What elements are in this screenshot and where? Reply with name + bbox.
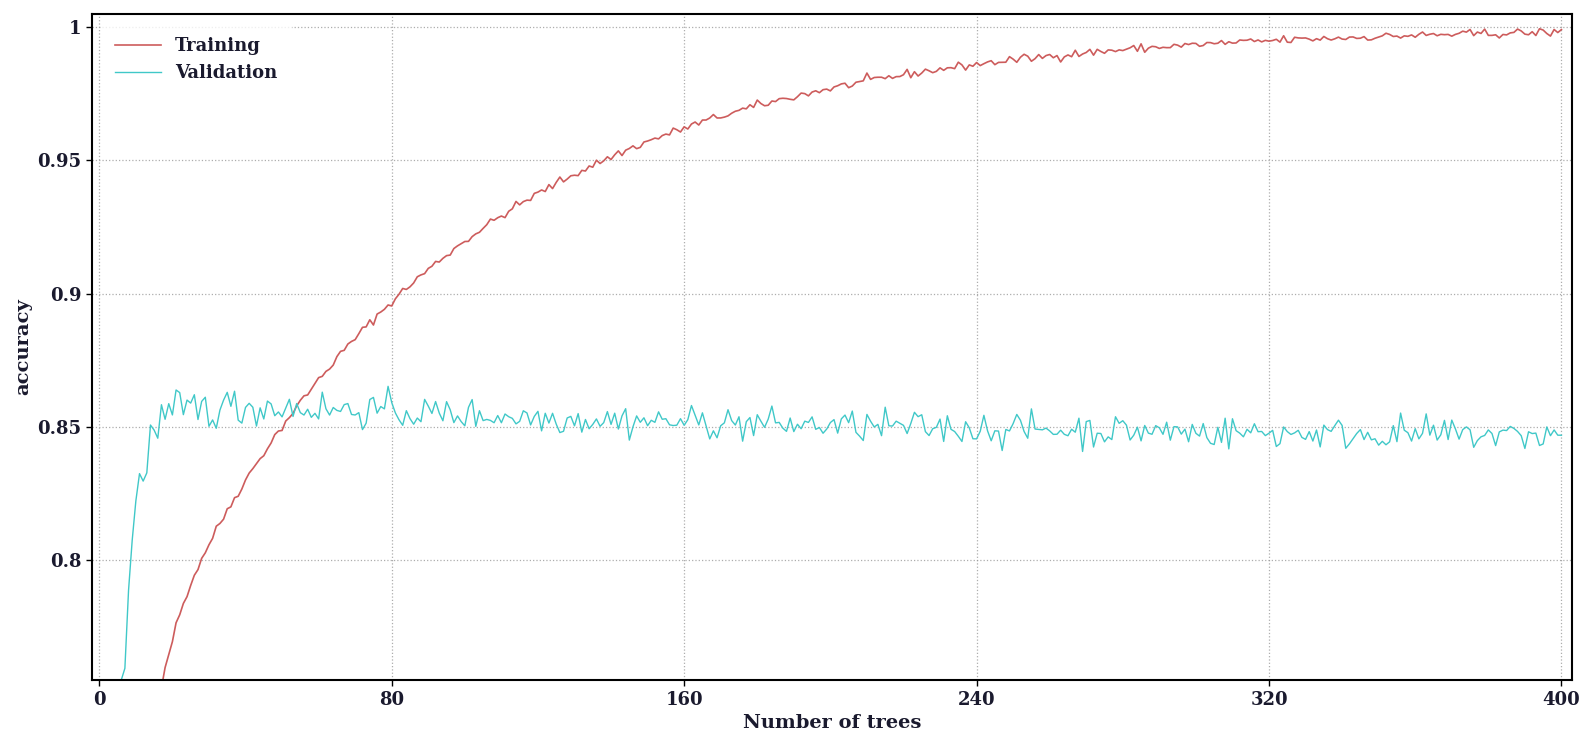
- Training: [1531, 25, 1550, 34]
- Validation: [1015, 427, 1034, 436]
- X-axis label: Number of trees: Number of trees: [744, 714, 921, 732]
- Training: [1146, 43, 1165, 51]
- Legend: Training, Validation: Training, Validation: [101, 23, 292, 97]
- Validation: [573, 427, 592, 436]
- Training: [268, 427, 287, 436]
- Y-axis label: accuracy: accuracy: [14, 298, 32, 395]
- Line: Validation: Validation: [104, 386, 1561, 680]
- Validation: [1551, 430, 1570, 439]
- Validation: [268, 407, 287, 416]
- Training: [568, 171, 587, 180]
- Validation: [675, 421, 694, 430]
- Validation: [378, 382, 397, 391]
- Training: [1551, 25, 1570, 34]
- Validation: [1149, 423, 1168, 432]
- Validation: [94, 676, 113, 685]
- Line: Training: Training: [104, 29, 1561, 746]
- Training: [1010, 53, 1029, 62]
- Validation: [1157, 418, 1176, 427]
- Training: [670, 128, 689, 137]
- Training: [1154, 43, 1173, 51]
